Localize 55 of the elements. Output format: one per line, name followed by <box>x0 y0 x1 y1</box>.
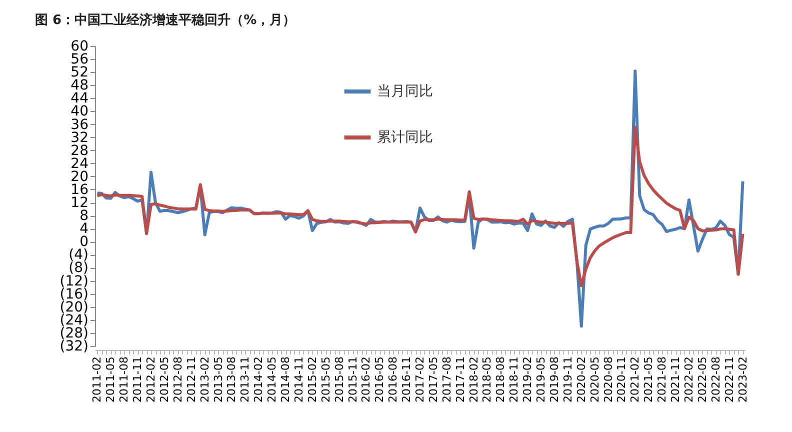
x-tick-label: 2013-05 <box>212 356 225 402</box>
x-tick-label: 2016-05 <box>373 356 386 402</box>
x-tick-label: 2017-08 <box>440 356 454 402</box>
x-tick-label: 2021-05 <box>642 356 656 402</box>
x-tick-label: 2011-11 <box>131 356 144 402</box>
x-tick-label: 2019-08 <box>548 356 561 402</box>
y-tick-label: 60 <box>70 38 88 54</box>
y-tick-label: (32) <box>60 338 88 354</box>
x-tick-label: 2022-02 <box>682 356 696 402</box>
x-tick-label: 2018-08 <box>494 356 508 402</box>
x-tick-label: 2021-08 <box>656 356 669 402</box>
x-tick-label: 2012-11 <box>184 356 198 402</box>
legend-label: 当月同比 <box>377 84 433 100</box>
line-series <box>96 126 744 288</box>
x-tick-label: 2014-05 <box>266 356 279 402</box>
x-tick-label: 2017-05 <box>426 356 440 402</box>
x-tick-label: 2021-02 <box>628 356 642 402</box>
x-tick-label: 2015-05 <box>319 356 332 402</box>
x-tick-label: 2012-08 <box>171 356 184 402</box>
x-tick-label: 2019-11 <box>561 356 574 402</box>
x-tick-label: 2013-11 <box>238 356 252 402</box>
x-tick-label: 2018-05 <box>480 356 494 402</box>
x-tick-label: 2020-11 <box>615 356 628 402</box>
x-tick-label: 2011-08 <box>118 356 131 402</box>
x-tick-label: 2015-08 <box>332 356 346 402</box>
x-tick-label: 2015-02 <box>306 356 319 402</box>
x-tick-label: 2012-02 <box>144 356 158 402</box>
x-tick-label: 2016-08 <box>386 356 400 402</box>
x-tick-label: 2018-11 <box>508 356 521 402</box>
x-tick-label: 2013-02 <box>198 356 212 402</box>
x-tick-label: 2020-08 <box>602 356 615 402</box>
x-tick-label: 2020-02 <box>574 356 588 402</box>
x-tick-label: 2014-02 <box>252 356 266 402</box>
x-tick-label: 2015-11 <box>346 356 360 402</box>
x-tick-label: 2022-05 <box>696 356 709 402</box>
x-tick-label: 2014-11 <box>292 356 306 402</box>
x-tick-label: 2022-11 <box>722 356 736 402</box>
x-tick-label: 2017-02 <box>414 356 426 402</box>
x-tick-label: 2016-11 <box>400 356 414 402</box>
x-tick-label: 2018-02 <box>467 356 480 402</box>
x-tick-label: 2011-05 <box>104 356 118 402</box>
chart-title: 图 6：中国工业经济增速平稳回升（%，月） <box>35 12 296 28</box>
x-tick-label: 2022-08 <box>709 356 722 402</box>
x-tick-label: 2011-02 <box>90 356 104 402</box>
x-tick-label: 2017-11 <box>454 356 467 402</box>
x-tick-label: 2019-02 <box>521 356 534 402</box>
x-tick-label: 2021-11 <box>669 356 682 402</box>
x-tick-label: 2020-05 <box>588 356 602 402</box>
legend-label: 累计同比 <box>377 130 433 146</box>
x-tick-label: 2014-08 <box>279 356 292 402</box>
x-tick-label: 2013-08 <box>225 356 238 402</box>
x-tick-label: 2016-02 <box>360 356 373 402</box>
x-tick-label: 2023-02 <box>736 356 750 402</box>
x-tick-label: 2019-05 <box>534 356 548 402</box>
x-tick-label: 2012-05 <box>158 356 171 402</box>
